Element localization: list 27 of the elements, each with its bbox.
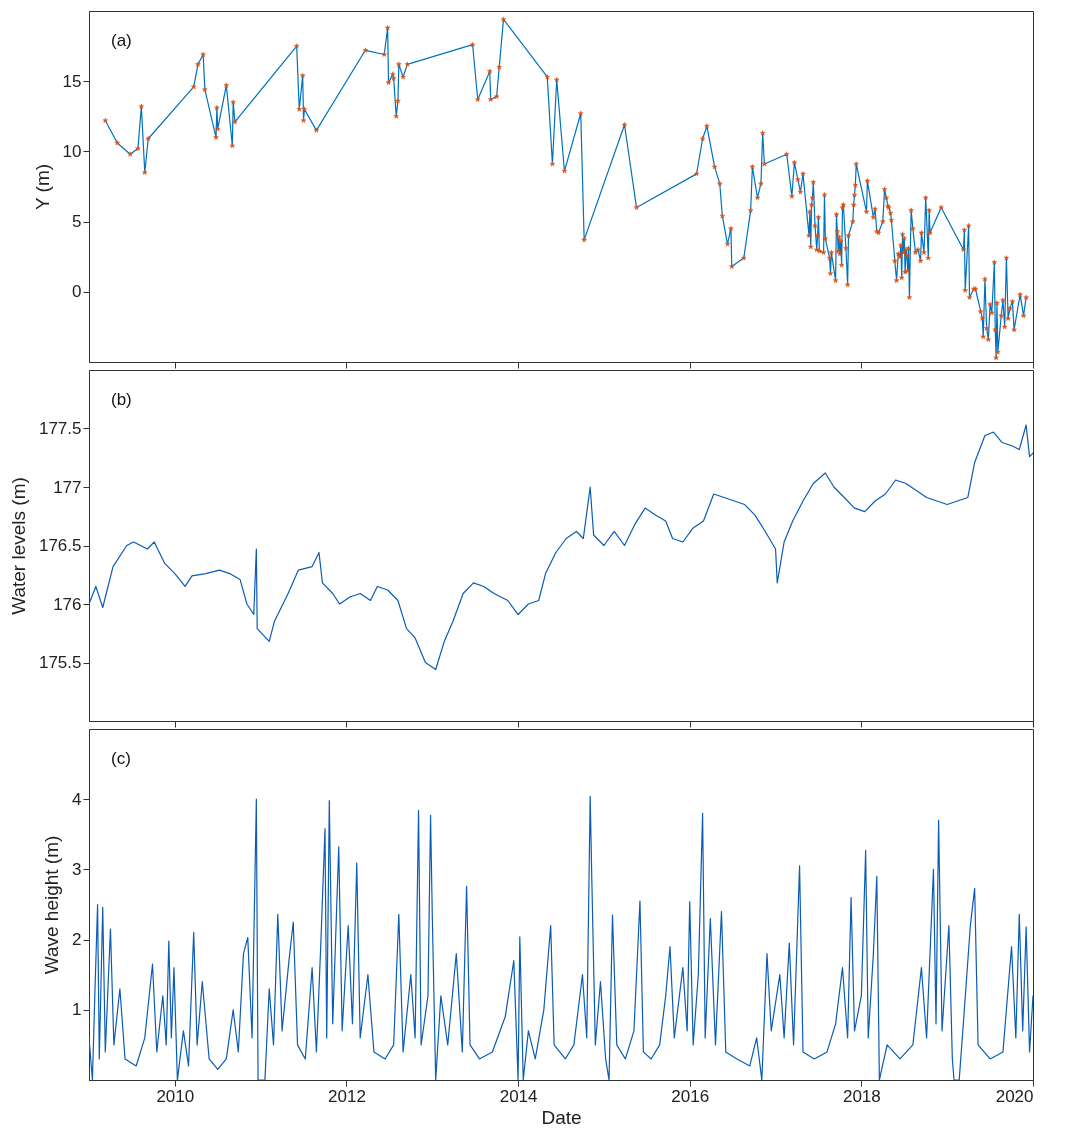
y-axis-title: Wave height (m)	[41, 835, 63, 975]
line-series	[89, 424, 1033, 671]
x-tick-label: 2020	[995, 1086, 1034, 1106]
annotation: (b)	[111, 390, 132, 409]
annotation: (c)	[111, 749, 131, 768]
x-tick-label: 2016	[671, 1086, 710, 1106]
x-tick-label: 2018	[842, 1086, 881, 1106]
y-axis-title: Y (m)	[31, 163, 53, 211]
y-tick-label: 2	[72, 930, 82, 950]
x-axis-title: Date	[541, 1106, 582, 1128]
annotation: (a)	[111, 31, 132, 50]
y-axis-title: Water levels (m)	[7, 477, 29, 615]
x-tick-label: 2010	[156, 1086, 195, 1106]
y-tick-label: 15	[62, 71, 82, 91]
y-tick-label: 5	[72, 212, 82, 232]
y-tick-label: 4	[72, 789, 82, 809]
y-tick-label: 175.5	[38, 653, 82, 672]
x-tick-label: 2012	[328, 1086, 366, 1106]
y-tick-label: 176.5	[38, 536, 82, 555]
y-tick-label: 176	[53, 594, 82, 614]
y-tick-label: 10	[62, 141, 82, 161]
x-tick-label: 2014	[499, 1086, 538, 1106]
y-tick-label: 3	[72, 859, 82, 879]
y-tick-label: 1	[72, 1000, 82, 1020]
y-tick-label: 177	[53, 477, 82, 497]
y-tick-label: 177.5	[38, 419, 82, 438]
y-tick-label: 0	[72, 282, 82, 302]
